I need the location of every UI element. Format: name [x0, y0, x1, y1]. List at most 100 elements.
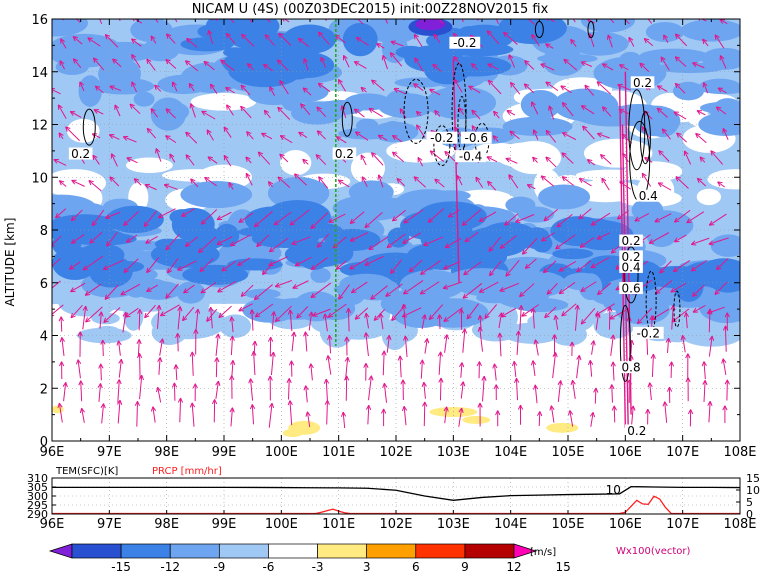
wind-vector — [696, 177, 707, 187]
wind-vector — [695, 132, 707, 144]
wind-vector — [134, 401, 140, 427]
field-blob — [344, 93, 391, 111]
wind-vector — [567, 410, 574, 427]
wind-vector — [381, 350, 387, 376]
wind-vector — [52, 257, 61, 267]
wind-vector — [286, 378, 292, 400]
wind-vector — [143, 210, 158, 228]
field-blob — [645, 21, 685, 42]
wind-vector — [364, 255, 384, 266]
field-blob — [267, 177, 330, 210]
omega-contour — [451, 62, 467, 160]
wind-vector — [519, 283, 535, 298]
wind-vector — [292, 280, 309, 289]
x-tick-label: 98E — [154, 445, 179, 460]
wind-vector — [390, 259, 403, 274]
wind-vector — [386, 233, 406, 249]
wind-vector — [298, 131, 308, 139]
wind-vector — [589, 412, 596, 427]
wind-vector — [401, 405, 408, 426]
wind-vector — [79, 407, 85, 423]
wind-vector — [492, 363, 498, 381]
wind-vector — [672, 260, 690, 273]
field-blob — [672, 81, 704, 101]
wind-vector — [380, 408, 387, 427]
wind-vector — [92, 154, 100, 165]
field-blob — [511, 297, 569, 312]
contour-label-bg — [455, 150, 486, 163]
timeseries-lines — [52, 485, 741, 515]
wind-vector — [261, 132, 273, 140]
contour-label: 0.4 — [639, 189, 658, 203]
field-blob — [553, 88, 618, 122]
wind-vector — [303, 331, 309, 352]
contour-label-bg — [619, 234, 643, 247]
wind-vector — [525, 19, 535, 25]
wind-vector — [208, 306, 214, 329]
field-blob — [550, 322, 587, 346]
wind-vector — [166, 33, 176, 44]
wind-vector — [390, 40, 404, 47]
wind-vector — [274, 279, 293, 288]
wind-vector — [586, 159, 595, 166]
wind-vector — [368, 375, 374, 401]
wind-vector — [497, 332, 503, 357]
wind-vector — [456, 175, 463, 186]
wind-vector — [543, 209, 558, 222]
wind-vector — [70, 282, 86, 293]
wind-vector — [466, 303, 479, 320]
contour-label-bg — [449, 36, 481, 49]
wind-vector — [207, 29, 214, 45]
wind-vector — [391, 151, 404, 163]
wind-vector — [724, 379, 730, 401]
wind-vector — [70, 209, 83, 222]
wind-vector — [270, 351, 276, 376]
field-blob — [133, 91, 155, 107]
field-blob — [377, 93, 435, 119]
field-blob — [520, 90, 561, 120]
wind-vector — [216, 211, 232, 221]
prcp-annotation: 10 — [606, 483, 621, 497]
wind-vector — [157, 208, 176, 219]
wind-vector — [256, 234, 270, 248]
colorbar-tick-label: -12 — [160, 560, 180, 574]
wind-vector — [401, 307, 422, 318]
x-tick-label: 102E — [379, 445, 412, 460]
wind-vector — [683, 150, 692, 165]
contour-label-bg — [332, 147, 357, 160]
wind-vector — [505, 259, 520, 277]
wind-vector — [443, 307, 463, 323]
wind-vector — [403, 280, 424, 295]
wind-vector — [72, 35, 83, 45]
wind-vector — [252, 340, 258, 357]
wind-vector — [88, 179, 102, 192]
wind-vector — [278, 32, 292, 46]
omega-contour — [82, 108, 96, 146]
strong-updraft-vector — [452, 58, 460, 283]
wind-vector — [416, 124, 426, 138]
wind-vector — [368, 236, 389, 251]
wind-vector — [189, 402, 196, 427]
y-tick-label: 12 — [31, 119, 48, 134]
wind-vector — [87, 37, 101, 47]
wind-vector — [634, 212, 650, 222]
wind-vector — [361, 176, 368, 187]
wind-vector — [487, 79, 502, 95]
wind-vector — [72, 58, 82, 69]
wind-vector — [499, 235, 517, 249]
wind-vector — [668, 19, 670, 20]
wind-vector — [288, 360, 295, 377]
y-tick-label: 2 — [40, 382, 48, 397]
wind-vector — [226, 104, 234, 116]
wind-vector — [611, 405, 617, 423]
omega-contour — [628, 89, 646, 171]
wind-vector — [75, 19, 81, 23]
ts-x-tick-label: 103E — [437, 517, 470, 532]
wind-vector — [596, 232, 610, 240]
wind-vector — [167, 257, 179, 274]
wind-vector — [131, 81, 138, 93]
main-grid — [52, 19, 740, 441]
wind-vector — [370, 152, 384, 166]
wind-vector — [570, 379, 576, 399]
wind-vector — [254, 303, 274, 318]
